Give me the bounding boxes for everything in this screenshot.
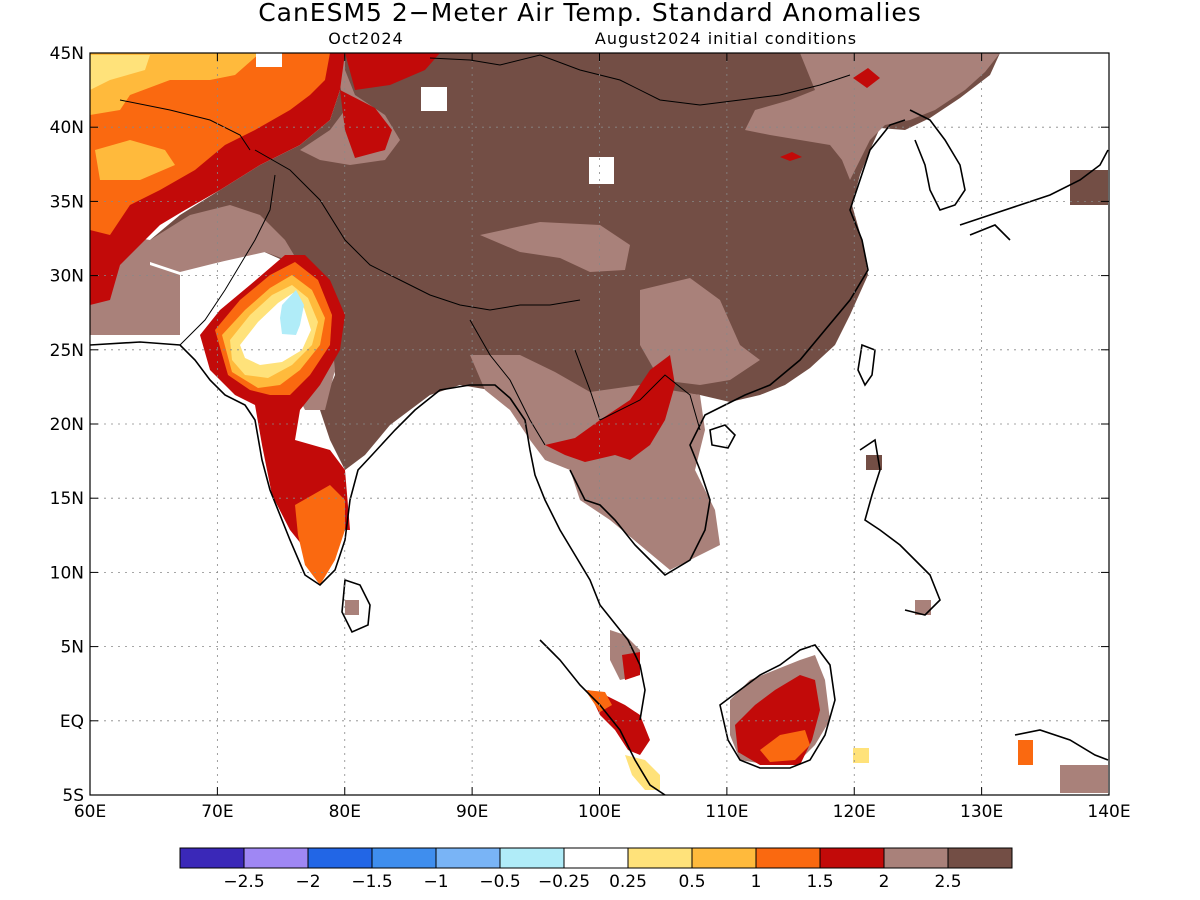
anomaly-band-iran-yellow (90, 55, 150, 90)
border-myanmar (469, 319, 601, 446)
y-tick-label: 10N (50, 563, 84, 583)
y-tick-label: 25N (50, 341, 84, 361)
country-borders (119, 54, 851, 446)
x-tick-label: 130E (960, 802, 1003, 822)
border-mongolia (429, 54, 851, 106)
anomaly-region-sumatra-orange (585, 690, 612, 712)
colorbar-label: −0.5 (479, 872, 520, 892)
coast-srilanka (341, 578, 371, 634)
y-tick-label: 5N (60, 638, 84, 658)
initial-conditions-label: August2024 initial conditions (595, 29, 857, 48)
colorbar-label: 1.5 (806, 872, 833, 892)
chart-title: CanESM5 2−Meter Air Temp. Standard Anoma… (258, 0, 922, 27)
colorbar-label: 2.5 (934, 872, 961, 892)
valid-month-label: Oct2024 (328, 29, 403, 48)
anomaly-band-iran-gold (95, 140, 175, 180)
anomaly-ring-south-orange (295, 485, 345, 585)
anomaly-core-thar-cyan (280, 290, 304, 335)
colorbar-swatch (691, 847, 757, 869)
colorbar-swatch (627, 847, 693, 869)
x-tick-label: 70E (201, 802, 233, 822)
border-india-china (254, 149, 581, 311)
colorbar-swatch (883, 847, 949, 869)
x-tick-label: 140E (1087, 802, 1130, 822)
colorbar-label: −0.25 (538, 872, 590, 892)
anomaly-cell-sulawesi (853, 748, 869, 763)
y-tick-label: 20N (50, 415, 84, 435)
colorbar-label: 1 (751, 872, 762, 892)
x-tick-label: 90E (456, 802, 488, 822)
colorbar-swatch (499, 847, 565, 869)
colorbar-swatch (947, 847, 1013, 869)
colorbar-swatch (563, 847, 629, 869)
colorbar-swatch (243, 847, 309, 869)
colorbar: −2.5 −2 −1.5 −1 −0.5 −0.25 0.25 0.5 1 1.5 2 2.5 (179, 847, 1013, 892)
x-tick-label: 80E (329, 802, 361, 822)
anomaly-region-malaya-red (622, 652, 640, 680)
y-tick-label: 35N (50, 192, 84, 212)
anomaly-region-laos-red (545, 355, 675, 462)
coast-taiwan (857, 343, 876, 387)
x-tick-label: 120E (833, 802, 876, 822)
y-tick-label: 5S (62, 786, 84, 806)
y-tick-label: 45N (50, 44, 84, 64)
colorbar-label: −2.5 (223, 872, 264, 892)
border-afghanistan (119, 99, 251, 151)
colorbar-swatch (179, 847, 245, 869)
colorbar-label: −1.5 (351, 872, 392, 892)
colorbar-swatch (371, 847, 437, 869)
map-panel (90, 53, 1109, 795)
coast-sumatra (539, 639, 666, 795)
anomaly-cell-srilanka (345, 600, 359, 615)
coast-indochina (509, 119, 906, 721)
missing-cell-2 (421, 87, 447, 111)
missing-cell-3 (589, 157, 614, 184)
y-tick-label: 15N (50, 489, 84, 509)
anomaly-cell-newguinea (1060, 765, 1108, 793)
anomaly-band-afghanistan-orange (90, 53, 330, 235)
y-tick-label: 30N (50, 267, 84, 287)
anomaly-cell-japan (1070, 170, 1108, 205)
anomaly-cell-papua (1018, 740, 1033, 765)
colorbar-label: 0.5 (678, 872, 705, 892)
y-tick-label: 40N (50, 118, 84, 138)
coast-india (90, 341, 511, 587)
anomaly-band-northeast-lightbrown (745, 53, 1000, 180)
coast-japan (959, 149, 1109, 241)
anomaly-cell-beijing (780, 152, 802, 161)
colorbar-label: 0.25 (609, 872, 647, 892)
colorbar-swatch (819, 847, 885, 869)
anomaly-band-ridge-red (340, 90, 392, 158)
anomaly-cell-mongolia (853, 68, 880, 88)
colorbar-label: 2 (879, 872, 890, 892)
anomaly-band-tibet-lightbrown (480, 222, 630, 272)
x-tick-label: 110E (705, 802, 748, 822)
anomaly-region-borneo-orange (760, 730, 810, 762)
y-axis: 45N 40N 35N 30N 25N 20N 15N 10N 5N EQ 5S (50, 44, 1109, 806)
colorbar-swatch (435, 847, 501, 869)
coast-borneo (719, 644, 836, 769)
colorbar-label: −1 (423, 872, 448, 892)
x-tick-label: 60E (74, 802, 106, 822)
border-pakistan (179, 174, 276, 346)
coast-hainan (709, 424, 736, 449)
colorbar-label: −2 (295, 872, 320, 892)
border-vietnam (599, 374, 701, 431)
colorbar-swatch (307, 847, 373, 869)
colorbar-swatch (755, 847, 821, 869)
coast-philippines (859, 438, 941, 616)
coast-newguinea (1014, 729, 1109, 761)
coast-korea (909, 109, 966, 211)
x-axis: 60E 70E 80E 90E 100E 110E 120E 130E 140E (74, 53, 1131, 822)
anomaly-cell-mindanao (915, 600, 931, 615)
missing-cell-1 (256, 53, 282, 67)
gridlines (90, 53, 1109, 795)
y-tick-label: EQ (60, 712, 84, 732)
coastlines (90, 109, 1109, 795)
anomaly-band-india-lightbrown (150, 205, 300, 272)
anomaly-band-north-red (345, 53, 440, 90)
x-tick-label: 100E (578, 802, 621, 822)
